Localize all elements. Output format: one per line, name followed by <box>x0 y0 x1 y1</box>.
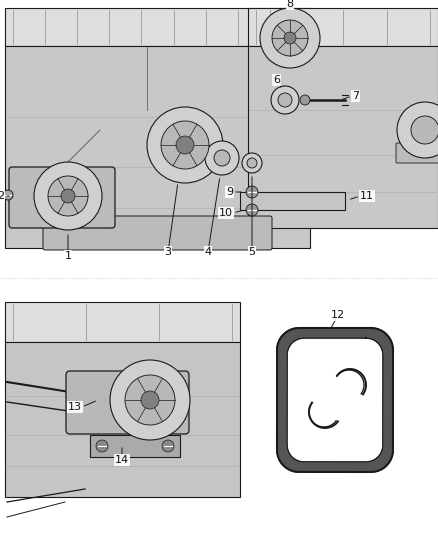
Text: 12: 12 <box>331 310 345 320</box>
Circle shape <box>247 158 257 168</box>
Circle shape <box>147 107 223 183</box>
Circle shape <box>205 141 239 175</box>
FancyBboxPatch shape <box>9 167 115 228</box>
Text: 2: 2 <box>0 191 4 201</box>
Circle shape <box>96 440 108 452</box>
Bar <box>248 8 438 46</box>
Circle shape <box>411 116 438 144</box>
Text: 3: 3 <box>165 247 172 257</box>
Bar <box>5 8 310 46</box>
Text: 1: 1 <box>64 251 71 261</box>
Text: 9: 9 <box>226 187 233 197</box>
Circle shape <box>161 121 209 169</box>
Circle shape <box>110 360 190 440</box>
Text: 7: 7 <box>352 91 359 101</box>
Text: 10: 10 <box>219 208 233 218</box>
Text: 11: 11 <box>360 191 374 201</box>
Circle shape <box>162 440 174 452</box>
Circle shape <box>260 8 320 68</box>
Bar <box>5 46 310 248</box>
Text: 8: 8 <box>286 0 293 9</box>
Circle shape <box>242 153 262 173</box>
Circle shape <box>176 136 194 154</box>
Bar <box>248 46 438 228</box>
Circle shape <box>246 186 258 198</box>
Circle shape <box>300 95 310 105</box>
Text: 6: 6 <box>273 75 280 85</box>
FancyBboxPatch shape <box>66 371 189 434</box>
Text: 13: 13 <box>68 402 82 412</box>
Circle shape <box>61 189 75 203</box>
Text: 4: 4 <box>205 247 212 257</box>
Circle shape <box>246 204 258 216</box>
Polygon shape <box>287 338 383 462</box>
Circle shape <box>34 162 102 230</box>
Bar <box>5 342 240 497</box>
Bar <box>90 435 180 457</box>
Circle shape <box>272 20 308 56</box>
Text: 14: 14 <box>115 455 129 465</box>
Bar <box>5 302 240 342</box>
Circle shape <box>397 102 438 158</box>
FancyBboxPatch shape <box>43 216 272 250</box>
Bar <box>240 192 345 210</box>
Polygon shape <box>277 328 393 472</box>
Circle shape <box>48 176 88 216</box>
Text: 5: 5 <box>248 247 255 257</box>
Circle shape <box>3 190 13 200</box>
Circle shape <box>214 150 230 166</box>
Circle shape <box>271 86 299 114</box>
Circle shape <box>125 375 175 425</box>
FancyBboxPatch shape <box>396 143 438 163</box>
Circle shape <box>141 391 159 409</box>
Circle shape <box>278 93 292 107</box>
Circle shape <box>284 32 296 44</box>
